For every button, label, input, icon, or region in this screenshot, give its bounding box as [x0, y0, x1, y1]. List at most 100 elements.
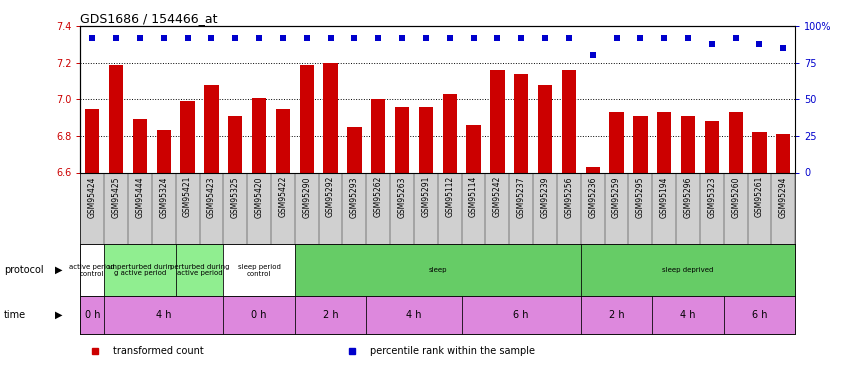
Point [181, 35, 195, 41]
Text: GSM95422: GSM95422 [278, 176, 288, 218]
Text: GSM95239: GSM95239 [541, 176, 550, 218]
Point [705, 41, 718, 47]
Text: GSM95420: GSM95420 [255, 176, 264, 218]
Bar [294, 244, 580, 296]
Point [634, 35, 647, 41]
Text: GSM95294: GSM95294 [779, 176, 788, 218]
Text: 4 h: 4 h [406, 310, 421, 320]
Text: sleep deprived: sleep deprived [662, 267, 714, 273]
Bar [442, 94, 457, 172]
Text: GSM95263: GSM95263 [398, 176, 407, 218]
Bar [323, 63, 338, 173]
Text: ▶: ▶ [55, 265, 63, 275]
Text: sleep: sleep [429, 267, 447, 273]
Bar [585, 167, 600, 172]
Point [324, 35, 338, 41]
Text: GSM95324: GSM95324 [159, 176, 168, 218]
Bar [462, 296, 580, 334]
Bar [580, 244, 795, 296]
Bar [562, 70, 576, 172]
Bar [276, 108, 290, 172]
Bar [705, 122, 719, 172]
Text: 0 h: 0 h [251, 310, 266, 320]
Bar [657, 112, 672, 172]
Bar [580, 296, 652, 334]
Text: GSM95296: GSM95296 [684, 176, 693, 218]
Point [562, 35, 575, 41]
Text: active period
control: active period control [69, 264, 115, 276]
Bar [366, 296, 462, 334]
Text: GSM95295: GSM95295 [636, 176, 645, 218]
Bar [419, 106, 433, 172]
Point [395, 35, 409, 41]
Text: 4 h: 4 h [156, 310, 172, 320]
Text: GSM95259: GSM95259 [612, 176, 621, 218]
Text: GDS1686 / 154466_at: GDS1686 / 154466_at [80, 12, 218, 25]
Point [443, 35, 457, 41]
Point [276, 35, 289, 41]
Text: GSM95423: GSM95423 [207, 176, 216, 218]
Bar [294, 296, 366, 334]
Bar [252, 98, 266, 172]
Bar [723, 296, 795, 334]
Bar [104, 296, 223, 334]
Point [133, 35, 146, 41]
Bar [652, 296, 723, 334]
Point [157, 35, 171, 41]
Text: GSM95421: GSM95421 [183, 176, 192, 218]
Text: GSM95261: GSM95261 [755, 176, 764, 218]
Bar [681, 116, 695, 172]
Text: GSM95112: GSM95112 [445, 176, 454, 218]
Point [300, 35, 314, 41]
Bar [176, 244, 223, 296]
Bar [514, 74, 529, 172]
Text: GSM95194: GSM95194 [660, 176, 668, 218]
Point [753, 41, 766, 47]
Text: 6 h: 6 h [752, 310, 767, 320]
Bar [104, 244, 176, 296]
Bar [228, 116, 243, 172]
Bar [299, 64, 314, 172]
Point [514, 35, 528, 41]
Bar [109, 64, 124, 172]
Point [491, 35, 504, 41]
Text: GSM95325: GSM95325 [231, 176, 239, 218]
Text: GSM95293: GSM95293 [350, 176, 359, 218]
Point [205, 35, 218, 41]
Point [371, 35, 385, 41]
Point [467, 35, 481, 41]
Text: GSM95424: GSM95424 [88, 176, 96, 218]
Bar [347, 127, 361, 172]
Text: unperturbed durin
g active period: unperturbed durin g active period [108, 264, 172, 276]
Text: GSM95425: GSM95425 [112, 176, 121, 218]
Bar [85, 108, 100, 172]
Bar [223, 244, 294, 296]
Point [729, 35, 743, 41]
Text: percentile rank within the sample: percentile rank within the sample [370, 346, 535, 355]
Point [681, 35, 695, 41]
Point [419, 35, 432, 41]
Point [777, 45, 790, 51]
Text: GSM95260: GSM95260 [731, 176, 740, 218]
Text: GSM95444: GSM95444 [135, 176, 145, 218]
Point [657, 35, 671, 41]
Text: protocol: protocol [4, 265, 44, 275]
Text: GSM95237: GSM95237 [517, 176, 525, 218]
Text: time: time [4, 310, 26, 320]
Point [538, 35, 552, 41]
Text: GSM95290: GSM95290 [302, 176, 311, 218]
Bar [609, 112, 624, 172]
Text: GSM95236: GSM95236 [588, 176, 597, 218]
Text: sleep period
control: sleep period control [238, 264, 281, 276]
Bar [223, 296, 294, 334]
Text: 2 h: 2 h [609, 310, 624, 320]
Text: GSM95256: GSM95256 [564, 176, 574, 218]
Bar [204, 85, 218, 172]
Bar [490, 70, 504, 172]
Text: 0 h: 0 h [85, 310, 100, 320]
Bar [80, 296, 104, 334]
Text: GSM95114: GSM95114 [469, 176, 478, 218]
Text: 2 h: 2 h [323, 310, 338, 320]
Bar [538, 85, 552, 172]
Text: transformed count: transformed count [113, 346, 203, 355]
